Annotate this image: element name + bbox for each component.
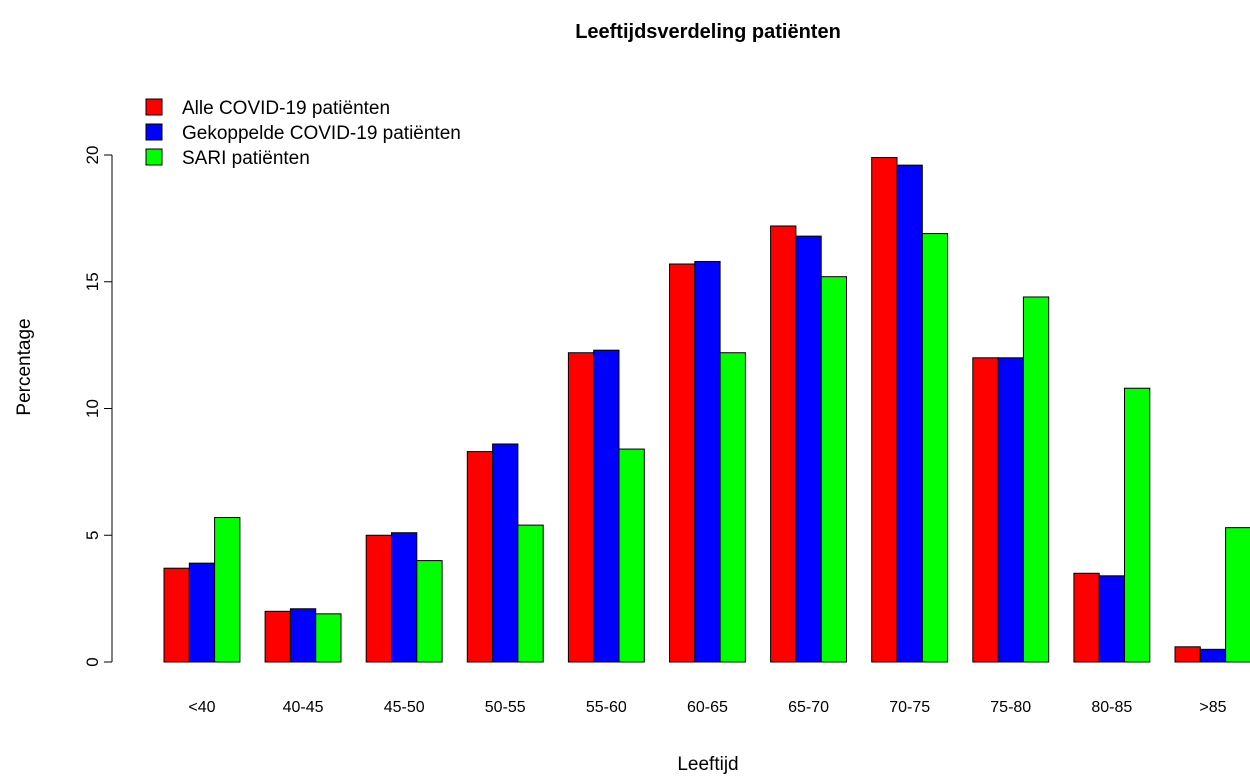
- bar: [770, 225, 797, 663]
- bar: [315, 613, 342, 663]
- bar: [795, 235, 822, 663]
- legend-swatch: [145, 98, 163, 116]
- y-tick-label: 20: [83, 146, 102, 165]
- bar: [214, 517, 241, 663]
- bar: [921, 233, 949, 663]
- bar: [694, 260, 721, 663]
- x-tick-labels: <40 40-45 45-50 50-55 55-60 60-65 65-70 70-75 75…: [188, 699, 1226, 716]
- bar: [188, 562, 216, 663]
- bar: [1124, 387, 1151, 663]
- x-tick-label: 70-75: [889, 699, 930, 716]
- y-tick-label: 10: [83, 399, 102, 418]
- legend-label: Alle COVID-19 patiënten: [182, 98, 390, 119]
- bar: [1098, 575, 1125, 663]
- bar: [492, 443, 519, 663]
- chart-title: Leeftijdsverdeling patiënten: [575, 21, 841, 43]
- bar: [289, 608, 317, 663]
- bar: [972, 357, 999, 663]
- bar: [1199, 648, 1227, 663]
- bar: [416, 560, 443, 663]
- y-axis-label: Percentage: [14, 318, 35, 415]
- bar: [669, 263, 696, 663]
- legend-swatch: [145, 123, 163, 141]
- bar: [264, 610, 291, 663]
- bar: [593, 349, 620, 663]
- bar: [1022, 296, 1050, 663]
- bar: [517, 524, 544, 663]
- bar: [896, 164, 923, 663]
- legend-swatch: [145, 148, 163, 166]
- x-tick-label: 55-60: [586, 699, 627, 716]
- bar: [1225, 527, 1250, 663]
- x-tick-label: >85: [1199, 699, 1226, 716]
- legend-label: SARI patiënten: [182, 148, 310, 169]
- x-tick-label: 60-65: [687, 699, 728, 716]
- y-tick-label: 5: [83, 531, 102, 540]
- x-tick-label: 80-85: [1091, 699, 1132, 716]
- bar: [820, 276, 848, 663]
- legend: Alle COVID-19 patiënten Gekoppelde COVID-…: [145, 98, 461, 169]
- x-tick-label: 40-45: [283, 699, 324, 716]
- bar: [618, 448, 645, 663]
- bar: [391, 532, 418, 663]
- x-tick-label: 75-80: [990, 699, 1031, 716]
- legend-label: Gekoppelde COVID-19 patiënten: [182, 123, 461, 144]
- bar: [567, 352, 595, 663]
- x-tick-label: 65-70: [788, 699, 829, 716]
- bar: [365, 534, 393, 663]
- bar: [1073, 572, 1100, 663]
- x-tick-label: <40: [188, 699, 215, 716]
- x-tick-label: 50-55: [485, 699, 526, 716]
- bar: [1174, 646, 1201, 663]
- x-tick-label: 45-50: [384, 699, 425, 716]
- bars: [163, 157, 1250, 663]
- bar: [466, 451, 494, 663]
- bar: [163, 567, 190, 663]
- y-tick-label: 0: [83, 657, 102, 666]
- bar: [719, 352, 746, 663]
- bar: [871, 157, 898, 663]
- bar: [997, 357, 1024, 663]
- y-axis: 0 5 10 15 20: [83, 146, 113, 667]
- y-tick-label: 15: [83, 272, 102, 291]
- x-axis-label: Leeftijd: [677, 754, 738, 775]
